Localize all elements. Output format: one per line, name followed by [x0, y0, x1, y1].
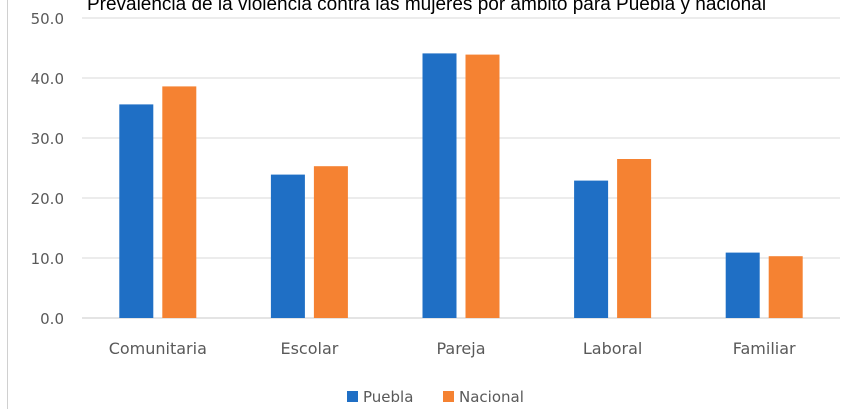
gridlines	[82, 17, 840, 319]
bar-nacional-familiar	[768, 256, 803, 318]
y-tick-label: 40.0	[31, 70, 64, 88]
bar-puebla-pareja	[422, 53, 457, 319]
legend-label-puebla: Puebla	[363, 388, 413, 406]
x-tick-label: Escolar	[280, 339, 338, 358]
bar-nacional-laboral	[617, 159, 652, 318]
y-tick-label: 50.0	[31, 10, 64, 28]
bar-puebla-laboral	[574, 180, 609, 318]
y-tick-label: 30.0	[31, 130, 64, 148]
bar-puebla-comunitaria	[119, 104, 154, 319]
x-tick-label: Comunitaria	[109, 339, 207, 358]
legend-swatch-nacional	[443, 391, 454, 402]
legend-label-nacional: Nacional	[459, 388, 524, 406]
y-tick-label: 10.0	[31, 250, 64, 268]
x-axis-ticks: Comunitaria Escolar Pareja Laboral Familiar	[109, 339, 796, 358]
y-tick-label: 20.0	[31, 190, 64, 208]
bar-puebla-familiar	[725, 252, 760, 318]
chart-frame-edge	[7, 0, 8, 409]
y-axis-ticks: 0.0 10.0 20.0 30.0 40.0 50.0	[31, 10, 64, 328]
chart-title: Prevalencia de la violencia contra las m…	[86, 0, 767, 15]
bar-nacional-comunitaria	[162, 86, 197, 319]
x-tick-label: Familiar	[733, 339, 796, 358]
legend: Puebla Nacional	[347, 388, 524, 406]
x-tick-label: Laboral	[583, 339, 643, 358]
bar-nacional-escolar	[313, 166, 348, 318]
x-tick-label: Pareja	[436, 339, 485, 358]
legend-swatch-puebla	[347, 391, 358, 402]
bar-nacional-pareja	[465, 54, 500, 318]
y-tick-label: 0.0	[40, 310, 64, 328]
bars	[119, 53, 803, 319]
bar-puebla-escolar	[270, 174, 305, 318]
